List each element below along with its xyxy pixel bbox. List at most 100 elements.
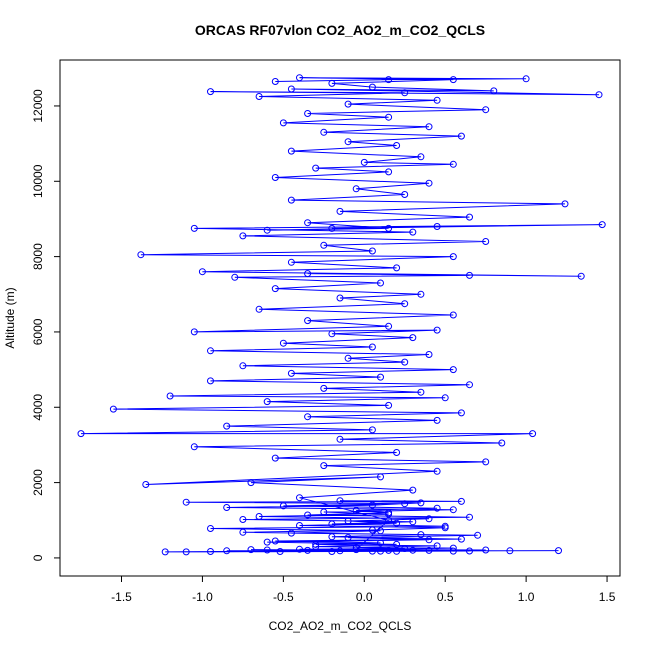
data-point (276, 548, 284, 555)
data-point (457, 497, 465, 505)
data-point (368, 247, 376, 255)
data-point (336, 294, 344, 302)
data-point (482, 238, 490, 245)
data-point (401, 89, 409, 97)
data-point (409, 334, 417, 342)
data-point (466, 381, 473, 389)
data-point (166, 392, 174, 400)
data-point (595, 91, 603, 99)
data-point (231, 273, 239, 281)
data-point (344, 354, 352, 362)
data-point (377, 373, 384, 381)
data-point (271, 174, 279, 181)
data-point (263, 546, 271, 554)
data-point (393, 264, 401, 272)
x-tick-label: -1.0 (192, 590, 213, 604)
data-point (296, 74, 303, 82)
data-point (555, 547, 562, 555)
data-point (449, 544, 457, 552)
data-point (449, 366, 457, 374)
data-point (263, 398, 271, 406)
data-point (279, 339, 287, 347)
data-point (425, 536, 433, 544)
x-tick-label: -1.5 (111, 590, 132, 604)
data-point (417, 531, 425, 539)
data-point (255, 513, 263, 520)
data-point (137, 251, 145, 259)
data-point (368, 83, 376, 91)
data-point (433, 96, 441, 104)
data-point (287, 147, 295, 155)
data-point (482, 458, 490, 466)
data-point (457, 409, 465, 417)
data-point (336, 547, 344, 555)
data-point (385, 168, 393, 176)
data-point (328, 330, 336, 338)
y-tick-label: 12000 (31, 89, 45, 123)
data-point (182, 498, 190, 506)
data-point (320, 241, 328, 249)
x-tick-label: 1.0 (518, 590, 535, 604)
data-point (433, 416, 441, 424)
data-point (287, 85, 295, 93)
data-point (393, 449, 401, 456)
data-point (255, 305, 263, 313)
data-point (449, 547, 457, 555)
data-point (409, 518, 417, 526)
y-tick-label: 10000 (31, 164, 45, 198)
data-point (377, 539, 384, 547)
data-point (393, 540, 401, 548)
data-point (401, 358, 409, 366)
data-point (336, 207, 344, 215)
data-point (320, 508, 328, 516)
series-points (77, 74, 606, 556)
data-point (344, 517, 352, 525)
data-point (433, 326, 441, 334)
data-point (441, 394, 449, 402)
data-point (457, 535, 465, 543)
data-point (352, 507, 360, 514)
data-point (425, 546, 433, 554)
data-point (409, 486, 417, 494)
data-point (223, 422, 231, 430)
data-point (161, 548, 169, 556)
data-point (207, 347, 214, 355)
data-point (263, 538, 271, 546)
data-point (393, 547, 401, 555)
data-point (401, 545, 409, 552)
data-point (466, 271, 473, 279)
y-tick-label: 6000 (31, 318, 45, 345)
data-point (207, 548, 214, 555)
data-point (239, 516, 247, 523)
data-point (312, 540, 320, 548)
data-point (239, 362, 247, 370)
data-point (312, 164, 320, 172)
data-point (385, 113, 393, 121)
data-point (385, 509, 393, 517)
data-point (77, 430, 85, 438)
data-point (182, 548, 190, 556)
data-point (304, 110, 312, 117)
data-point (466, 547, 473, 555)
data-point (304, 413, 312, 421)
data-point (482, 546, 490, 554)
data-point (287, 196, 295, 204)
data-point (279, 119, 287, 127)
data-point (287, 258, 295, 266)
data-point (328, 548, 336, 555)
data-point (385, 401, 393, 409)
data-point (207, 88, 214, 96)
data-point (377, 527, 384, 535)
data-point (109, 405, 117, 413)
data-point (304, 219, 312, 227)
data-point (198, 268, 206, 276)
data-point (287, 369, 295, 377)
data-point (304, 546, 312, 554)
data-point (312, 543, 320, 551)
data-point (417, 290, 425, 298)
data-point (239, 232, 247, 240)
data-point (474, 531, 482, 539)
data-point (296, 522, 303, 529)
data-point (598, 221, 606, 229)
data-point (247, 479, 255, 487)
